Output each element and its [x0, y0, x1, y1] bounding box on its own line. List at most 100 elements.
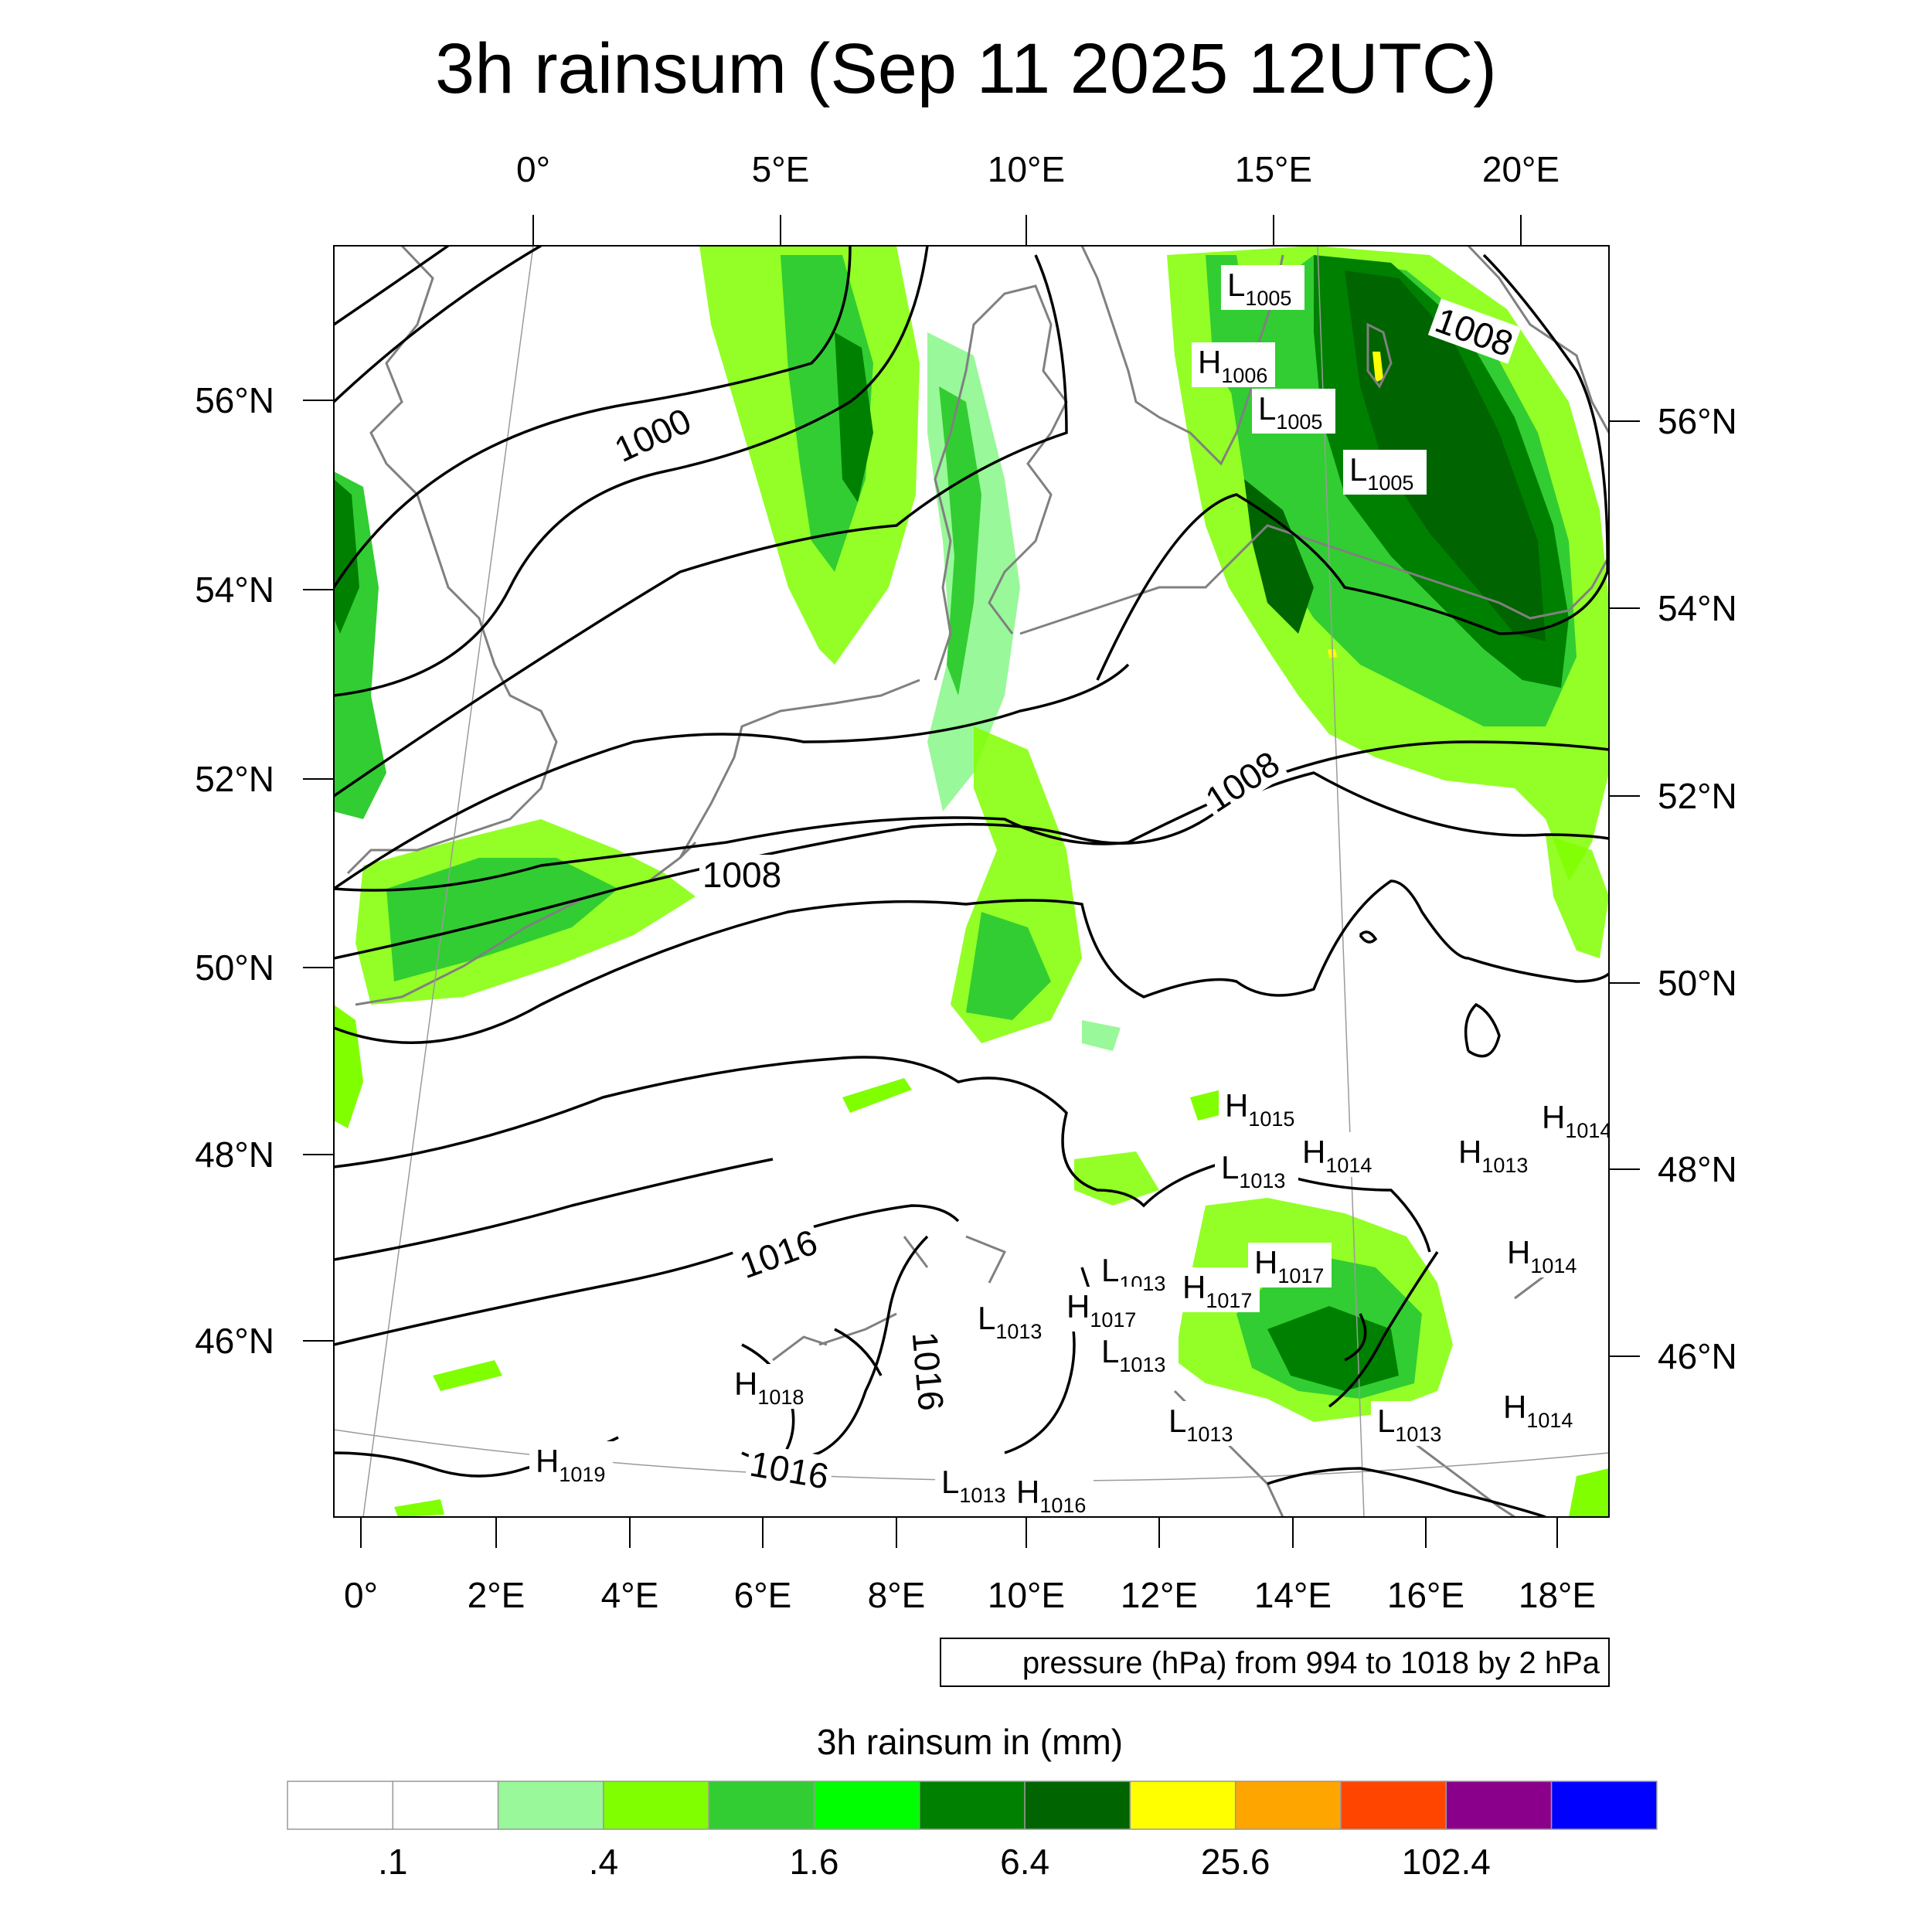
pressure-center-high: H1014	[1497, 1387, 1580, 1432]
pressure-center-label: L1013	[941, 1464, 1005, 1507]
colorbar-tick-label: 1.6	[790, 1842, 839, 1882]
bottom-lon-label-2e: 2°E	[468, 1575, 526, 1615]
pressure-center-label: L1013	[1377, 1403, 1441, 1446]
bottom-lon-label-6e: 6°E	[734, 1575, 792, 1615]
right-lat-label-56n: 56°N	[1658, 401, 1737, 441]
isobar-1008-north	[1096, 253, 1609, 681]
pressure-center-high: H1014	[1296, 1132, 1379, 1177]
isobar-label-1008-west: 1008	[702, 855, 781, 895]
colorbar-tick-label: 25.6	[1201, 1842, 1270, 1882]
pressure-center-label: H1019	[536, 1443, 605, 1486]
bottom-lon-label-4e: 4°E	[601, 1575, 659, 1615]
isobar-9	[334, 1158, 774, 1261]
pressure-center-label: L1013	[1221, 1149, 1285, 1192]
colorbar-swatch	[287, 1781, 394, 1830]
pressure-center-high: H1006	[1192, 342, 1275, 387]
pressure-center-high: H1018	[728, 1364, 811, 1409]
colorbar-boxes	[287, 1781, 1658, 1830]
pressure-center-label: H1017	[1066, 1288, 1136, 1332]
left-lat-label-48n: 48°N	[195, 1134, 274, 1175]
pressure-center-label: L1013	[1168, 1403, 1233, 1446]
colorbar-swatch	[603, 1781, 709, 1830]
pressure-center-high: H1014	[1501, 1233, 1584, 1277]
colorbar-title: 3h rainsum in (mm)	[817, 1722, 1123, 1762]
isobar-6	[334, 663, 1130, 890]
top-lon-label-15e: 15°E	[1235, 149, 1312, 189]
right-lat-label-46n: 46°N	[1658, 1336, 1737, 1376]
pressure-center-high: H1017	[1248, 1243, 1332, 1287]
pressure-center-low: L1013	[971, 1298, 1055, 1343]
pressure-center-low: L1005	[1221, 265, 1304, 310]
left-lat-label-54n: 54°N	[195, 570, 274, 610]
pressure-center-high: H1017	[1176, 1267, 1260, 1312]
pressure-center-high: H1016	[1010, 1472, 1094, 1517]
map-title: 3h rainsum (Sep 11 2025 12UTC)	[435, 29, 1497, 108]
isobar-12	[1267, 1467, 1546, 1517]
bottom-lon-label-14e: 14°E	[1254, 1575, 1332, 1615]
pressure-center-label: H1017	[1254, 1244, 1324, 1287]
colorbar-tick-label: .1	[378, 1842, 407, 1882]
pressure-center-low: L1005	[1252, 389, 1335, 434]
left-lat-axis: 56°N 54°N 52°N 50°N 48°N 46°N	[195, 380, 334, 1361]
isobar-1008-mid	[334, 740, 1609, 892]
pressure-center-low: L1005	[1343, 450, 1427, 495]
isobar-labels: 1000 1008 1008 1008 1016 1016	[605, 298, 1522, 1497]
pressure-center-low: L1013	[1215, 1148, 1298, 1192]
isobar-1008-south	[334, 771, 1609, 960]
colorbar-swatch	[919, 1781, 1026, 1830]
contour-note: pressure (hPa) from 994 to 1018 by 2 hPa	[940, 1638, 1610, 1687]
top-lon-label-0: 0°	[516, 149, 550, 189]
isobar-1016	[334, 1204, 960, 1346]
map-area: 1000 1008 1008 1008 1016 1016	[334, 246, 1609, 1517]
bottom-lon-label-12e: 12°E	[1121, 1575, 1198, 1615]
colorbar-swatch	[1340, 1781, 1447, 1830]
isobar-16	[1464, 1002, 1501, 1058]
precip-max-yellow	[1372, 352, 1383, 383]
colorbar-tick-label: 6.4	[1000, 1842, 1049, 1882]
coast-france	[355, 841, 697, 1006]
pressure-center-label: L1013	[978, 1300, 1042, 1343]
left-lat-label-52n: 52°N	[195, 759, 274, 799]
pressure-center-label: L1005	[1227, 267, 1291, 310]
bottom-lon-label-8e: 8°E	[868, 1575, 926, 1615]
coast-gotland	[1366, 322, 1393, 389]
colorbar-swatch	[392, 1781, 499, 1830]
right-lat-label-50n: 50°N	[1658, 963, 1737, 1003]
isobar-1	[334, 246, 450, 326]
pressure-center-label: H1015	[1225, 1087, 1294, 1131]
coast-denmark	[934, 284, 1068, 681]
colorbar-swatch	[1129, 1781, 1236, 1830]
colorbar-tick-label: 102.4	[1402, 1842, 1491, 1882]
pressure-centers: L1005H1006L1005L1005H1015H1014L1013H1013…	[529, 265, 1609, 1517]
bottom-lon-label-18e: 18°E	[1519, 1575, 1596, 1615]
pressure-center-label: H1016	[1016, 1474, 1086, 1517]
pressure-center-low: L1013	[1162, 1401, 1246, 1446]
colorbar-swatch	[813, 1781, 920, 1830]
colorbar-labels: .1 .4 1.6 6.4 25.6 102.4	[378, 1842, 1491, 1882]
pressure-center-low: L1013	[1095, 1332, 1179, 1376]
colorbar-swatch	[1234, 1781, 1342, 1830]
pressure-center-label: H1013	[1458, 1134, 1528, 1177]
bottom-lon-label-10e: 10°E	[988, 1575, 1065, 1615]
left-lat-label-56n: 56°N	[195, 380, 274, 420]
colorbar-tick-label: .4	[589, 1842, 618, 1882]
pressure-center-label: H1018	[734, 1366, 804, 1409]
coast-uk	[346, 246, 558, 875]
isobar-14	[1328, 1251, 1439, 1408]
isobar-2	[334, 246, 542, 403]
isobar-1000	[334, 246, 929, 697]
colorbar-swatch	[1445, 1781, 1553, 1830]
pressure-center-label: L1013	[1101, 1333, 1165, 1376]
isobar-17	[1359, 930, 1378, 944]
pressure-center-high: H1013	[1452, 1132, 1536, 1177]
pressure-center-low: L1013	[1371, 1401, 1454, 1446]
colorbar-swatch	[708, 1781, 815, 1830]
isobar-7	[334, 879, 1609, 1044]
top-lon-label-10e: 10°E	[988, 149, 1065, 189]
isobar-5	[334, 254, 1068, 798]
coast-sweden	[1080, 246, 1284, 466]
isobars	[334, 246, 1609, 1517]
colorbar: 3h rainsum in (mm) .1 .4 1.6 6.4 25.6 102.4	[287, 1722, 1658, 1882]
right-lat-label-52n: 52°N	[1658, 776, 1737, 816]
